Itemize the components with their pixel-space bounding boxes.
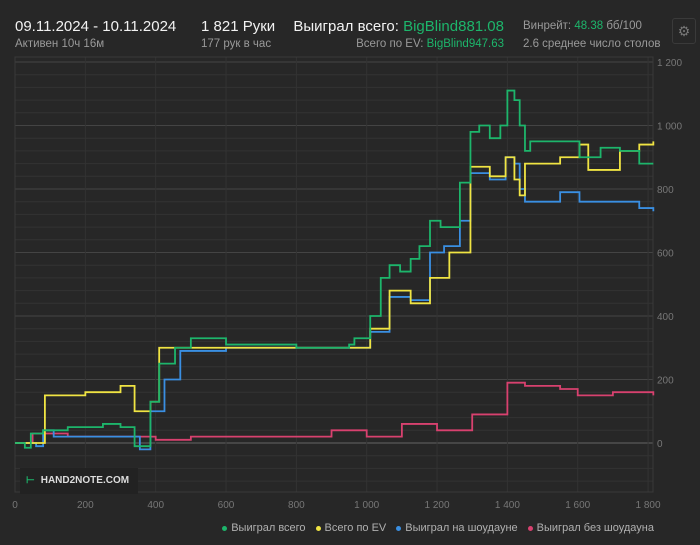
ev-label: Всего по EV: (356, 38, 424, 50)
legend-dot (222, 525, 228, 531)
legend-item[interactable]: Выиграл на шоудауне (396, 522, 518, 534)
x-tick-label: 200 (77, 500, 94, 511)
date-range: 09.11.2024 - 10.11.2024 (15, 18, 177, 35)
avg-tables: 2.6 среднее число столов (523, 38, 661, 50)
hands-per-hour: 177 рук в час (201, 38, 272, 50)
x-tick-label: 1 400 (495, 500, 520, 511)
watermark-logo: ⊢ HAND2NOTE.COM (20, 468, 138, 494)
legend-item[interactable]: Всего по EV (315, 522, 387, 534)
legend-dot (527, 525, 533, 531)
winrate-unit: бб/100 (606, 20, 642, 32)
y-tick-label: 600 (657, 249, 674, 260)
gear-icon[interactable]: ⚙ (672, 18, 696, 44)
won-label: Выиграл всего: (293, 18, 399, 35)
x-tick-label: 1 800 (636, 500, 661, 511)
y-tick-label: 1 000 (657, 122, 682, 133)
legend-label: Всего по EV (324, 522, 387, 534)
legend-item[interactable]: Выиграл без шоудауна (527, 522, 654, 534)
watermark-text: HAND2NOTE.COM (40, 475, 130, 486)
series-line-1 (15, 141, 655, 444)
y-tick-label: 400 (657, 312, 674, 323)
series-line-0 (15, 89, 654, 449)
ev-total: Всего по EV: BigBlind947.63 (356, 38, 504, 50)
x-tick-label: 400 (147, 500, 164, 511)
legend-label: Выиграл без шоудауна (536, 522, 654, 534)
legend-item[interactable]: Выиграл всего (222, 522, 306, 534)
winrate: Винрейт: 48.38 бб/100 (523, 20, 642, 32)
y-tick-label: 800 (657, 185, 674, 196)
x-tick-label: 800 (288, 500, 305, 511)
won-value: BigBlind881.08 (403, 18, 504, 35)
legend-label: Выиграл на шоудауне (405, 522, 518, 534)
active-time: Активен 10ч 16м (15, 38, 105, 50)
y-tick-label: 200 (657, 376, 674, 387)
x-tick-label: 1 600 (565, 500, 590, 511)
legend-label: Выиграл всего (231, 522, 306, 534)
legend-dot (396, 525, 402, 531)
plot-border (14, 56, 654, 493)
x-tick-label: 1 200 (425, 500, 450, 511)
x-tick-label: 0 (12, 500, 18, 511)
y-tick-label: 1 200 (657, 58, 682, 69)
x-tick-label: 600 (218, 500, 235, 511)
winrate-value: 48.38 (574, 20, 604, 32)
x-tick-label: 1 000 (354, 500, 379, 511)
winrate-label: Винрейт: (523, 20, 572, 32)
won-total: Выиграл всего: BigBlind881.08 (293, 18, 504, 35)
y-tick-label: 0 (657, 439, 663, 450)
ev-value: BigBlind947.63 (426, 38, 504, 50)
hands-count: 1 821 Руки (201, 18, 276, 35)
legend: Выиграл всего Всего по EV Выиграл на шоу… (222, 522, 654, 534)
legend-dot (315, 525, 321, 531)
